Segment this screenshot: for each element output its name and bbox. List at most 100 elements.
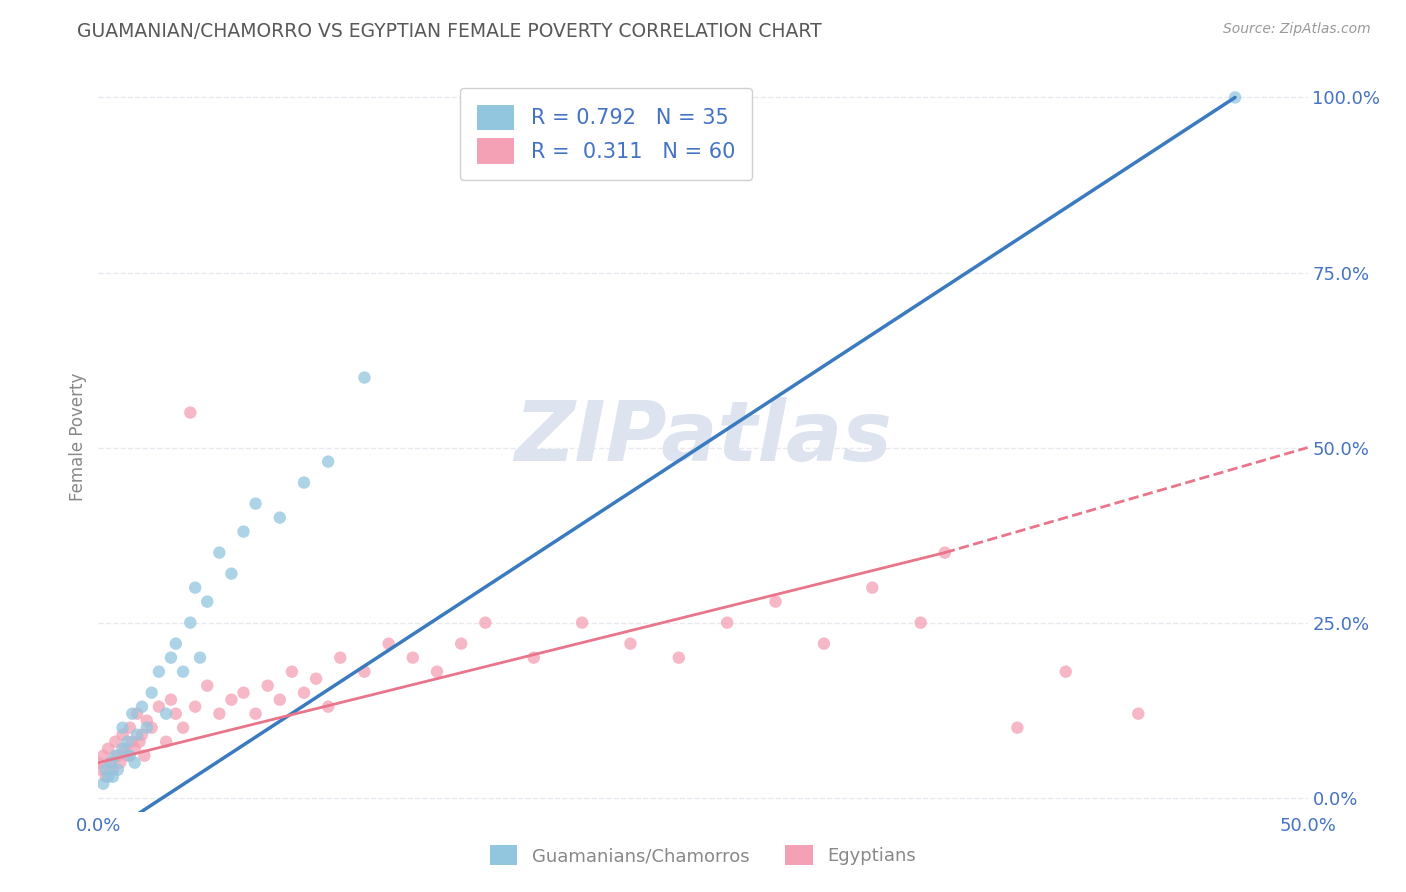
Point [117,734,139,748]
Point [245,497,267,511]
Point [131,728,153,742]
Point [100,756,122,770]
Point [160,650,183,665]
Point [111,728,134,742]
Point [426,665,449,679]
Point [107,748,129,763]
Point [127,728,149,742]
Point [377,637,399,651]
Point [256,679,278,693]
Point [155,734,177,748]
Point [165,637,187,651]
Point [118,748,141,763]
Point [474,615,496,630]
Point [353,665,375,679]
Point [124,756,146,770]
Point [208,546,231,560]
Point [94,763,117,777]
Y-axis label: Female Poverty: Female Poverty [69,373,87,501]
Point [188,650,211,665]
Point [716,615,738,630]
Point [910,615,932,630]
Point [91,777,114,791]
Point [316,454,339,468]
Point [1007,721,1029,735]
Point [221,692,243,706]
Point [127,706,149,721]
Point [141,686,163,700]
Point [1128,706,1150,721]
Text: GUAMANIAN/CHAMORRO VS EGYPTIAN FEMALE POVERTY CORRELATION CHART: GUAMANIAN/CHAMORRO VS EGYPTIAN FEMALE PO… [77,22,823,41]
Point [668,650,690,665]
Point [402,650,425,665]
Point [281,665,304,679]
Point [221,566,243,581]
Point [1223,90,1246,104]
Point [135,721,157,735]
Point [148,665,170,679]
Point [97,741,120,756]
Legend: R = 0.792   N = 35, R =  0.311   N = 60: R = 0.792 N = 35, R = 0.311 N = 60 [460,87,752,180]
Point [195,679,218,693]
Point [813,637,835,651]
Point [184,581,207,595]
Point [184,699,207,714]
Point [104,748,127,763]
Point [269,510,291,524]
Point [305,672,328,686]
Point [292,686,315,700]
Point [245,706,267,721]
Point [232,686,254,700]
Point [121,706,143,721]
Point [316,699,339,714]
Point [131,699,153,714]
Point [128,734,150,748]
Point [860,581,883,595]
Point [135,714,157,728]
Point [765,594,787,608]
Point [172,721,194,735]
Point [232,524,254,539]
Point [934,546,956,560]
Point [269,692,291,706]
Point [111,741,134,756]
Point [117,748,139,763]
Point [195,594,218,608]
Point [141,721,163,735]
Point [155,706,177,721]
Text: ZIPatlas: ZIPatlas [515,397,891,477]
Point [97,770,120,784]
Point [165,706,187,721]
Point [101,770,124,784]
Point [450,637,472,651]
Point [619,637,641,651]
Point [160,692,183,706]
Point [148,699,170,714]
Point [107,763,129,777]
Point [179,615,201,630]
Point [124,741,146,756]
Point [1054,665,1077,679]
Point [134,748,156,763]
Point [90,763,112,777]
Point [94,770,117,784]
Point [172,665,194,679]
Point [571,615,593,630]
Point [118,721,141,735]
Point [523,650,546,665]
Legend: Guamanians/Chamorros, Egyptians: Guamanians/Chamorros, Egyptians [481,836,925,874]
Point [329,650,352,665]
Point [100,756,122,770]
Point [121,734,143,748]
Point [292,475,315,490]
Point [353,370,375,384]
Point [179,406,201,420]
Text: Source: ZipAtlas.com: Source: ZipAtlas.com [1223,22,1371,37]
Point [208,706,231,721]
Point [87,756,110,770]
Point [111,721,134,735]
Point [108,756,131,770]
Point [114,741,136,756]
Point [101,763,124,777]
Point [91,748,114,763]
